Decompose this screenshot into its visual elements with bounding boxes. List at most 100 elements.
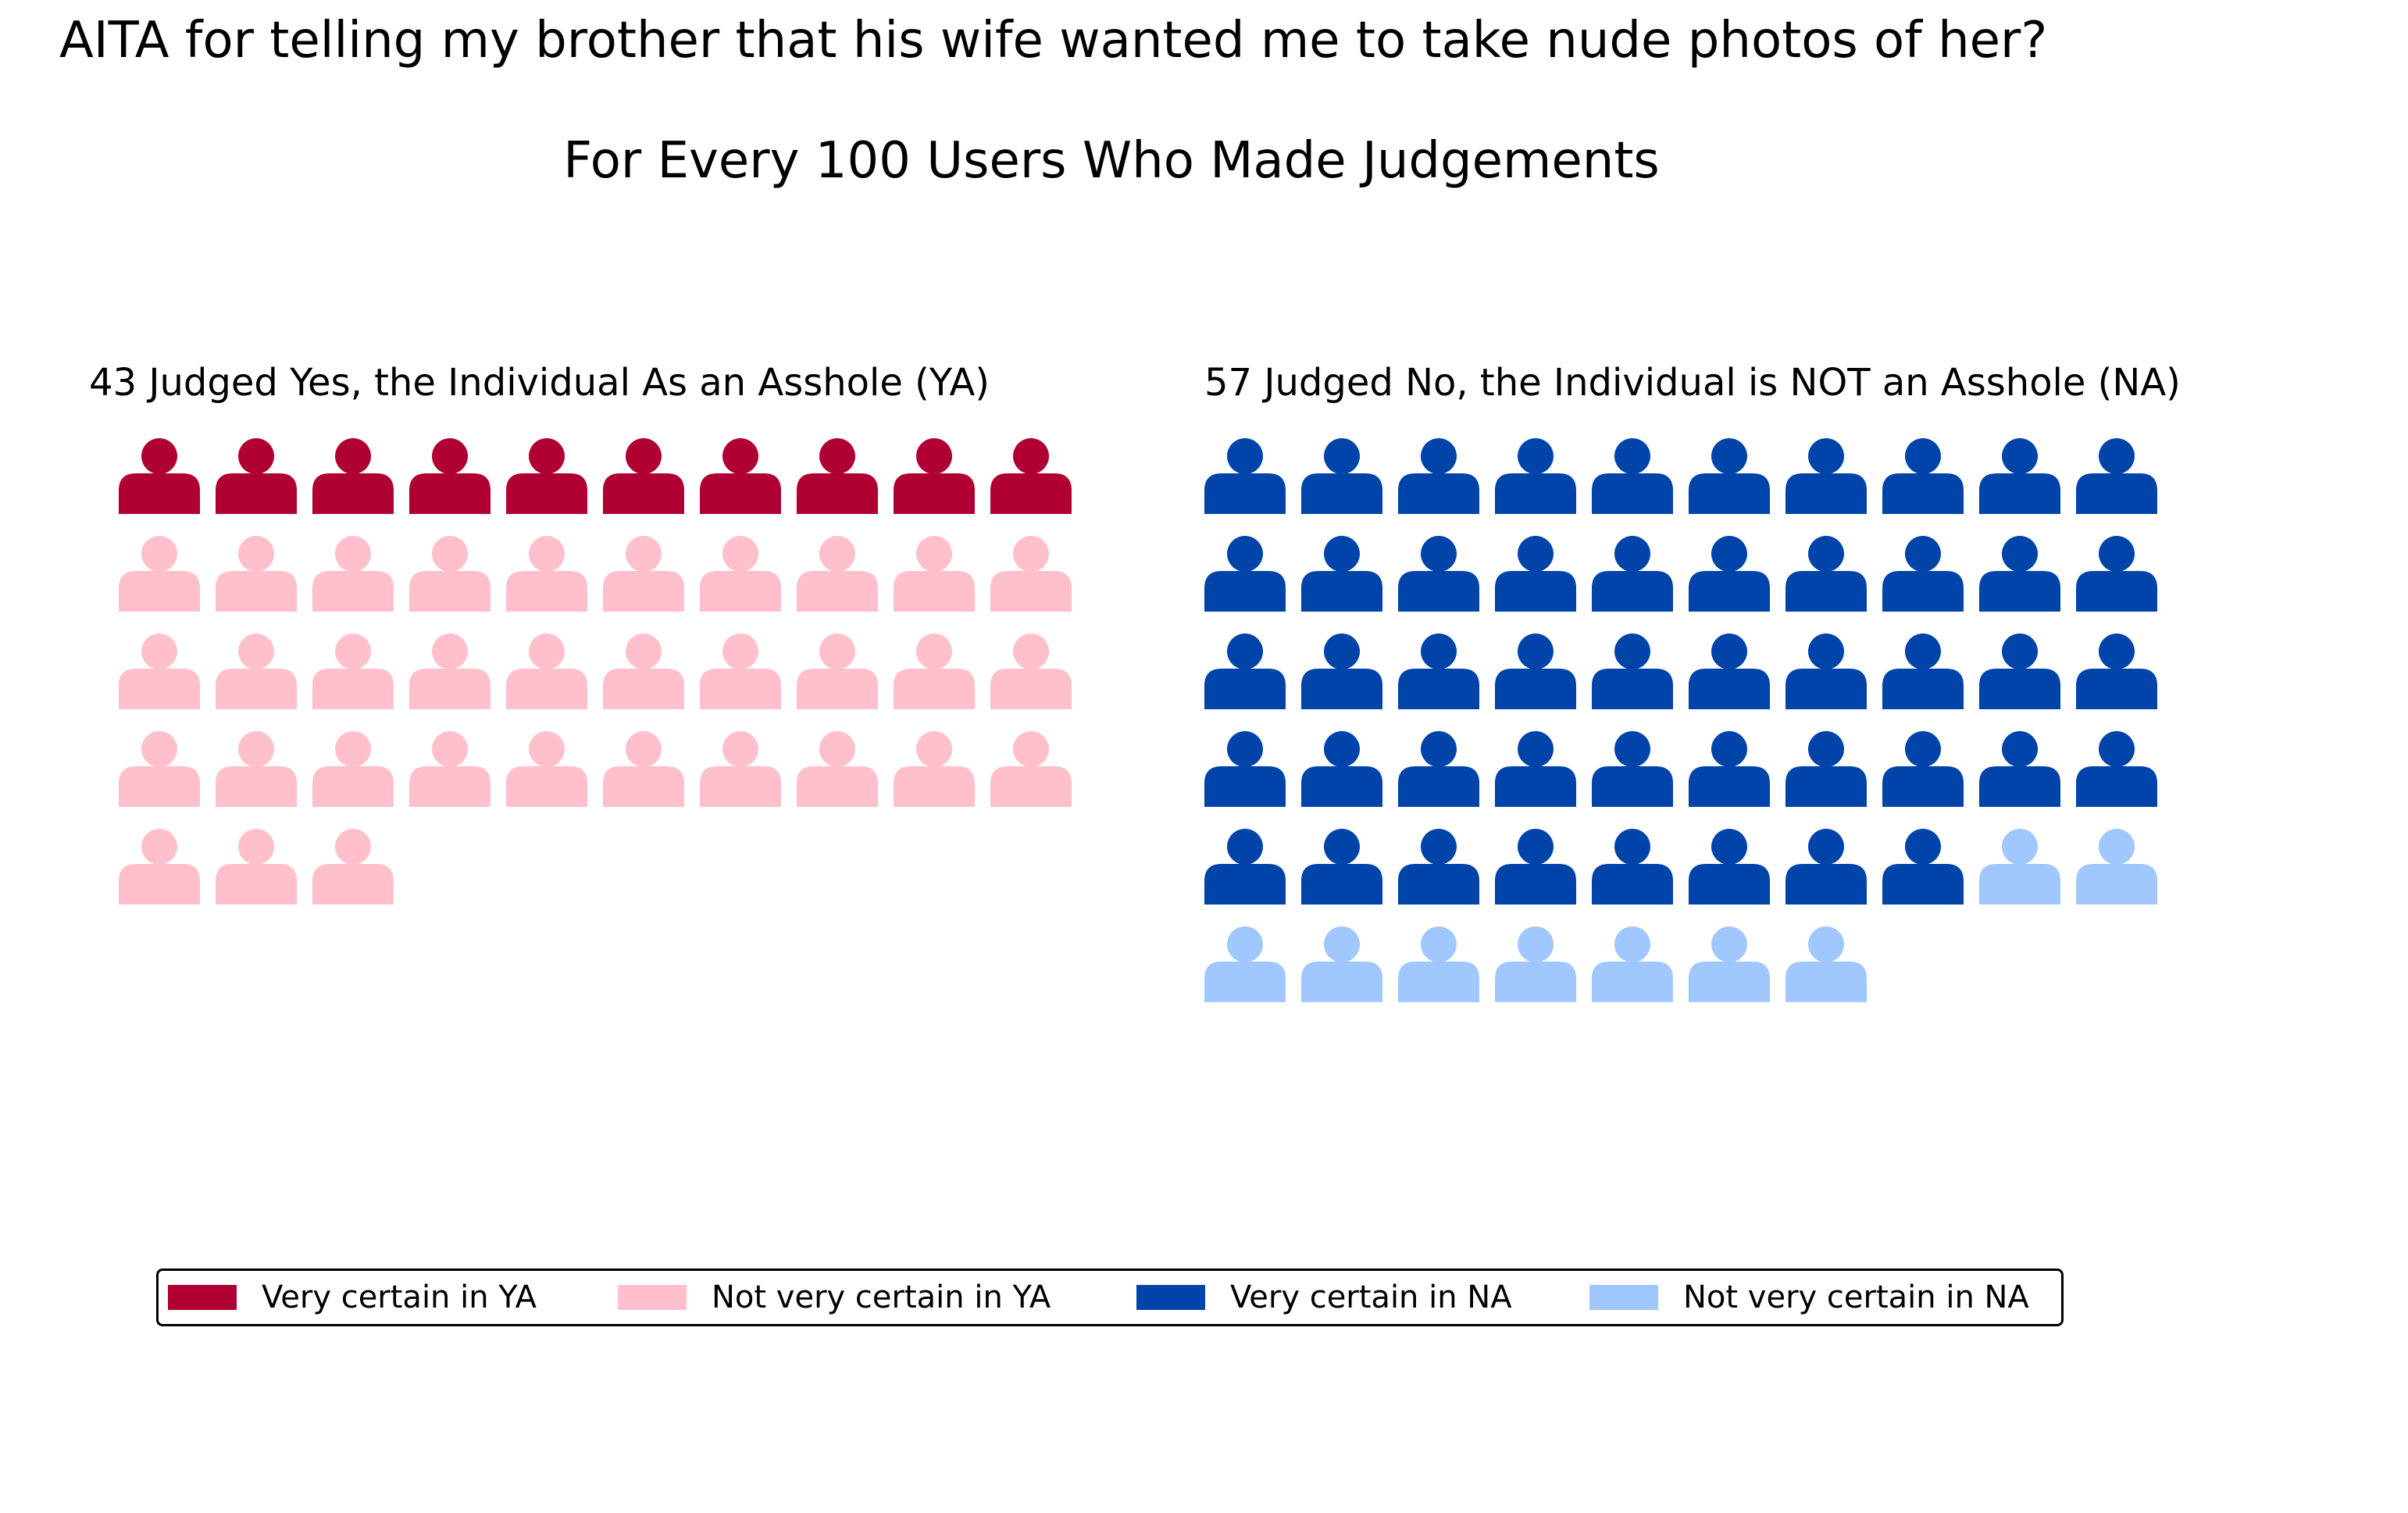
person-icon xyxy=(2076,633,2157,709)
person-icon xyxy=(216,536,297,612)
person-icon xyxy=(1495,438,1576,514)
person-icon xyxy=(1398,438,1479,514)
person-icon xyxy=(216,829,297,905)
person-icon xyxy=(506,438,587,514)
legend-swatch xyxy=(618,1285,687,1310)
yes-panel-icons xyxy=(119,438,1072,905)
person-icon xyxy=(700,633,781,709)
person-icon xyxy=(1689,438,1770,514)
person-icon xyxy=(990,438,1072,514)
person-icon xyxy=(2076,731,2157,807)
legend-item-very-certain-na: Very certain in NA xyxy=(1136,1271,1512,1324)
person-icon xyxy=(1204,536,1286,612)
person-icon xyxy=(409,438,491,514)
person-icon xyxy=(990,731,1072,807)
person-icon xyxy=(1592,633,1673,709)
person-icon xyxy=(1398,926,1479,1002)
person-icon xyxy=(1301,633,1382,709)
person-icon xyxy=(1592,438,1673,514)
chart-subtitle: For Every 100 Users Who Made Judgements xyxy=(563,132,1660,190)
legend-label: Not very certain in YA xyxy=(712,1279,1051,1315)
person-icon xyxy=(409,536,491,612)
person-icon xyxy=(1785,829,1867,905)
person-icon xyxy=(1204,829,1286,905)
person-icon xyxy=(312,829,394,905)
person-icon xyxy=(506,731,587,807)
person-icon xyxy=(1204,633,1286,709)
person-icon xyxy=(1689,633,1770,709)
person-icon xyxy=(894,438,975,514)
person-icon xyxy=(1495,926,1576,1002)
person-icon xyxy=(1301,829,1382,905)
person-icon xyxy=(409,633,491,709)
person-icon xyxy=(1979,829,2060,905)
person-icon xyxy=(1785,633,1867,709)
person-icon xyxy=(1592,926,1673,1002)
person-icon xyxy=(216,438,297,514)
person-icon xyxy=(1495,829,1576,905)
person-icon xyxy=(312,731,394,807)
person-icon xyxy=(1882,731,1964,807)
person-icon xyxy=(1882,633,1964,709)
legend-label: Very certain in YA xyxy=(262,1279,537,1315)
person-icon xyxy=(1204,926,1286,1002)
person-icon xyxy=(894,731,975,807)
person-icon xyxy=(2076,438,2157,514)
person-icon xyxy=(1689,829,1770,905)
person-icon xyxy=(409,731,491,807)
person-icon xyxy=(1785,536,1867,612)
person-icon xyxy=(1689,731,1770,807)
person-icon xyxy=(119,536,200,612)
person-icon xyxy=(119,829,200,905)
person-icon xyxy=(119,438,200,514)
legend-item-not-very-certain-na: Not very certain in NA xyxy=(1589,1271,2029,1324)
person-icon xyxy=(1398,731,1479,807)
person-icon xyxy=(1398,633,1479,709)
person-icon xyxy=(216,633,297,709)
person-icon xyxy=(1495,633,1576,709)
person-icon xyxy=(1689,536,1770,612)
person-icon xyxy=(216,731,297,807)
person-icon xyxy=(506,536,587,612)
person-icon xyxy=(1882,829,1964,905)
person-icon xyxy=(1204,731,1286,807)
no-panel-title: 57 Judged No, the Individual is NOT an A… xyxy=(1204,361,2181,405)
person-icon xyxy=(1301,438,1382,514)
person-icon xyxy=(312,633,394,709)
person-icon xyxy=(700,731,781,807)
person-icon xyxy=(990,536,1072,612)
person-icon xyxy=(1204,438,1286,514)
yes-panel-title: 43 Judged Yes, the Individual As an Assh… xyxy=(89,361,990,405)
legend-swatch xyxy=(1589,1285,1658,1310)
person-icon xyxy=(1979,536,2060,612)
legend-item-not-very-certain-ya: Not very certain in YA xyxy=(618,1271,1051,1324)
person-icon xyxy=(894,633,975,709)
person-icon xyxy=(1398,536,1479,612)
person-icon xyxy=(700,438,781,514)
person-icon xyxy=(1495,536,1576,612)
person-icon xyxy=(1882,536,1964,612)
person-icon xyxy=(1592,731,1673,807)
person-icon xyxy=(1785,438,1867,514)
person-icon xyxy=(2076,829,2157,905)
person-icon xyxy=(603,731,684,807)
person-icon xyxy=(797,633,878,709)
person-icon xyxy=(2076,536,2157,612)
person-icon xyxy=(506,633,587,709)
person-icon xyxy=(1301,926,1382,1002)
person-icon xyxy=(1592,536,1673,612)
person-icon xyxy=(1785,731,1867,807)
person-icon xyxy=(1979,731,2060,807)
person-icon xyxy=(1785,926,1867,1002)
person-icon xyxy=(119,731,200,807)
legend-item-very-certain-ya: Very certain in YA xyxy=(168,1271,537,1324)
person-icon xyxy=(603,438,684,514)
person-icon xyxy=(1882,438,1964,514)
person-icon xyxy=(119,633,200,709)
person-icon xyxy=(603,536,684,612)
person-icon xyxy=(1495,731,1576,807)
person-icon xyxy=(797,731,878,807)
person-icon xyxy=(700,536,781,612)
legend-label: Not very certain in NA xyxy=(1683,1279,2029,1315)
